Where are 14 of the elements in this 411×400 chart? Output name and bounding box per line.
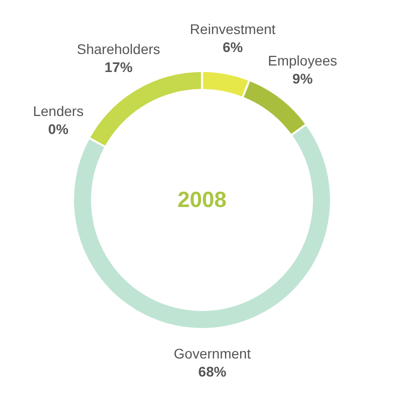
slice-label: Government	[174, 346, 251, 362]
slice-label: Reinvestment	[190, 20, 276, 37]
category-label: Lenders	[32, 102, 84, 119]
donut-slice	[90, 72, 201, 146]
data-label: 6%	[222, 38, 244, 55]
donut-slice	[203, 72, 248, 96]
data-label: 17%	[104, 58, 134, 75]
donut-slice	[74, 126, 330, 328]
text: 0%	[48, 120, 68, 137]
data-label: 9%	[292, 70, 314, 86]
slice-label: Shareholders	[76, 40, 160, 57]
text: 2008	[178, 187, 226, 212]
data-label: 68%	[198, 364, 227, 380]
slice-label: Employees	[268, 52, 338, 68]
